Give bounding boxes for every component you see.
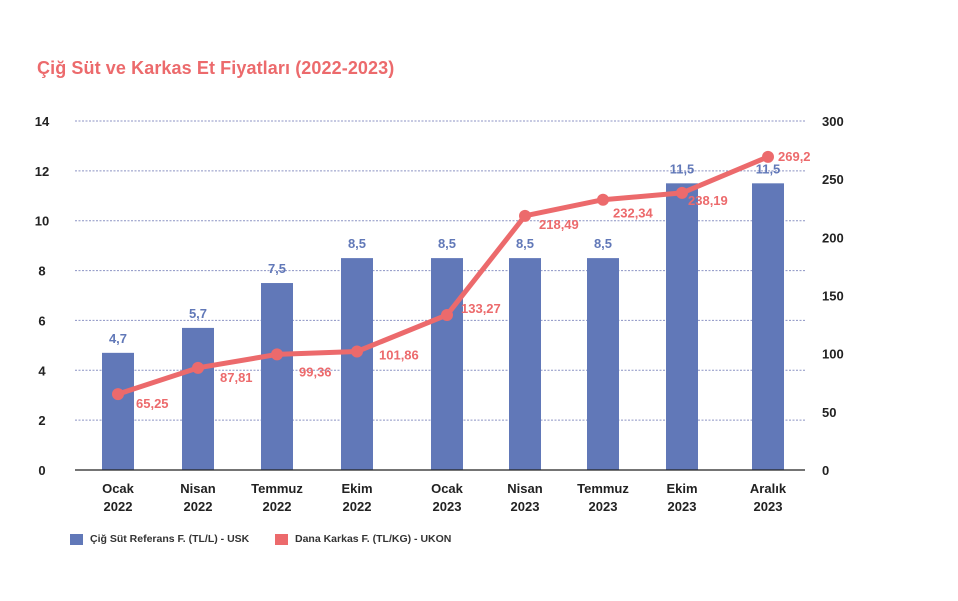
category-label-year: 2023 — [511, 499, 540, 514]
line-value-label: 133,27 — [461, 301, 501, 316]
category-label-month: Ocak — [431, 481, 464, 496]
left-tick-label: 0 — [38, 463, 45, 478]
left-tick-label: 4 — [38, 363, 46, 378]
bar — [261, 283, 293, 470]
legend-item-carcass: Dana Karkas F. (TL/KG) - UKON — [275, 533, 451, 545]
category-label-month: Temmuz — [251, 481, 303, 496]
right-tick-label: 200 — [822, 230, 844, 245]
category-label-month: Nisan — [180, 481, 215, 496]
line-point — [351, 345, 363, 358]
left-tick-label: 14 — [35, 114, 50, 129]
legend-label-milk: Çiğ Süt Referans F. (TL/L) - USK — [90, 533, 250, 545]
bar-value-labels: 4,7 5,7 7,5 8,5 8,5 8,5 8,5 11,5 11,5 — [109, 161, 780, 346]
right-axis-ticks: 0 50 100 150 200 250 300 — [822, 114, 844, 478]
bar — [509, 258, 541, 470]
right-tick-label: 100 — [822, 347, 844, 362]
right-tick-label: 0 — [822, 463, 829, 478]
category-label-month: Nisan — [507, 481, 542, 496]
line-value-label: 101,86 — [379, 348, 419, 363]
line-value-label: 218,49 — [539, 217, 579, 232]
right-tick-label: 50 — [822, 405, 836, 420]
bar — [587, 258, 619, 470]
line-value-label: 65,25 — [136, 396, 169, 411]
bar — [341, 258, 373, 470]
category-label-year: 2023 — [589, 499, 618, 514]
left-tick-label: 6 — [38, 313, 45, 328]
legend-item-milk: Çiğ Süt Referans F. (TL/L) - USK — [70, 533, 249, 545]
bar — [431, 258, 463, 470]
line-value-labels: 65,25 87,81 99,36 101,86 133,27 218,49 232,34 2… — [136, 149, 811, 411]
bar-series — [102, 183, 784, 471]
bar-value-label: 7,5 — [268, 261, 286, 276]
legend-swatch-milk — [70, 533, 83, 545]
bar-value-label: 8,5 — [516, 236, 534, 251]
legend-swatch-carcass — [275, 533, 288, 545]
bar — [102, 352, 134, 470]
category-label-month: Ekim — [341, 481, 372, 496]
category-label-month: Ocak — [102, 481, 135, 496]
category-label-month: Aralık — [750, 481, 787, 496]
category-label-month: Temmuz — [577, 481, 629, 496]
line-series — [112, 150, 774, 401]
category-label-year: 2022 — [184, 499, 213, 514]
bar-value-label: 8,5 — [348, 236, 366, 251]
bar-value-label: 4,7 — [109, 331, 127, 346]
line-point — [441, 308, 453, 321]
line-value-label: 238,19 — [688, 193, 728, 208]
x-axis-category-labels: Ocak 2022 Nisan 2022 Temmuz 2022 Ekim 2022 Ocak 2… — [102, 481, 787, 514]
category-label-month: Ekim — [666, 481, 697, 496]
line-point — [676, 186, 688, 199]
category-label-year: 2022 — [343, 499, 372, 514]
right-tick-label: 150 — [822, 289, 844, 304]
line-point — [192, 361, 204, 374]
line-value-label: 232,34 — [613, 206, 654, 221]
line-point — [519, 209, 531, 222]
left-tick-label: 8 — [38, 264, 45, 279]
bar-value-label: 11,5 — [670, 161, 695, 176]
line-point — [112, 388, 124, 401]
bar-value-label: 8,5 — [438, 236, 456, 251]
category-label-year: 2023 — [668, 499, 697, 514]
bar-value-label: 11,5 — [756, 161, 781, 176]
legend-label-carcass: Dana Karkas F. (TL/KG) - UKON — [295, 533, 452, 545]
left-axis-ticks: 0 2 4 6 8 10 12 14 — [35, 114, 50, 478]
left-tick-label: 10 — [35, 214, 49, 229]
category-label-year: 2022 — [104, 499, 133, 514]
chart-title: Çiğ Süt ve Karkas Et Fiyatları (2022-202… — [37, 58, 395, 78]
left-tick-label: 12 — [35, 164, 49, 179]
line-value-label: 99,36 — [299, 364, 332, 379]
line-point — [762, 150, 774, 163]
bar-value-label: 8,5 — [594, 236, 612, 251]
bar — [666, 183, 698, 471]
line-value-label: 87,81 — [220, 370, 253, 385]
bar — [752, 183, 784, 471]
line-value-label: 269,2 — [778, 149, 811, 164]
category-label-year: 2023 — [433, 499, 462, 514]
right-tick-label: 300 — [822, 114, 844, 129]
category-label-year: 2023 — [754, 499, 783, 514]
left-tick-label: 2 — [38, 413, 45, 428]
right-tick-label: 250 — [822, 172, 844, 187]
bar-value-label: 5,7 — [189, 306, 207, 321]
line-point — [271, 348, 283, 361]
category-label-year: 2022 — [263, 499, 292, 514]
line-point — [597, 193, 609, 206]
bar — [182, 327, 214, 470]
